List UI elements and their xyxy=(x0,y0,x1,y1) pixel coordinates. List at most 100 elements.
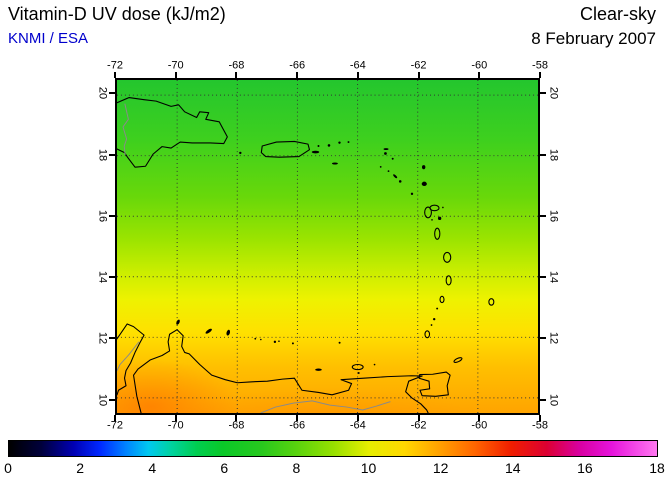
colombia-venezuela-border xyxy=(117,341,140,371)
guajira-maracaibo-coastline xyxy=(117,323,145,396)
colorbar-tick-label: 2 xyxy=(76,460,85,476)
island-dot xyxy=(384,152,387,155)
colorbar-gradient xyxy=(9,441,657,456)
island-dot xyxy=(226,329,231,336)
colorbar-tick-label: 18 xyxy=(649,460,665,476)
axis-tick xyxy=(540,398,546,401)
island-dot xyxy=(331,162,338,165)
margarita-coastline xyxy=(351,363,364,371)
island-dot xyxy=(391,157,394,160)
island-dot xyxy=(273,340,277,344)
island-dot xyxy=(387,170,390,172)
island-dot xyxy=(347,141,350,144)
island-dot xyxy=(383,148,389,150)
lon-tick-label-top: -72 xyxy=(107,59,123,72)
map-plot-area xyxy=(115,78,540,415)
grid-lines xyxy=(117,80,538,413)
colorbar-tick-label: 10 xyxy=(360,460,377,476)
lon-tick-label-bottom: -70 xyxy=(167,419,184,432)
axis-tick xyxy=(417,72,420,78)
axis-tick xyxy=(109,398,115,401)
island-dot xyxy=(291,342,294,345)
axis-tick xyxy=(109,337,115,340)
axis-tick xyxy=(540,276,546,279)
island-dot xyxy=(373,363,376,366)
lon-tick-label-bottom: -58 xyxy=(532,419,548,432)
axis-tick xyxy=(540,153,546,156)
small-islands xyxy=(176,141,444,374)
guadeloupe-grande-terre-coastline xyxy=(429,204,440,212)
lat-tick-label-right: 20 xyxy=(547,87,560,100)
tobago-coastline xyxy=(453,357,463,363)
lon-tick-label-top: -62 xyxy=(410,59,427,72)
island-dot xyxy=(437,216,442,221)
island-dot xyxy=(436,307,439,310)
lon-tick-label-bottom: -64 xyxy=(349,419,366,432)
st-vincent-coastline xyxy=(439,295,445,304)
island-dot xyxy=(315,368,322,371)
island-dot xyxy=(379,165,382,168)
island-dot xyxy=(410,192,414,196)
lon-tick-label-top: -66 xyxy=(289,59,306,72)
sky-condition-label: Clear-sky xyxy=(579,4,656,24)
island-dot xyxy=(430,324,433,326)
uv-dose-hotspots xyxy=(117,80,538,413)
island-dot xyxy=(239,151,242,155)
axis-tick xyxy=(296,72,299,78)
axis-tick xyxy=(109,92,115,95)
lat-tick-label-right: 16 xyxy=(547,209,560,222)
lon-tick-label-bottom: -62 xyxy=(410,419,427,432)
lon-tick-label-top: -70 xyxy=(167,59,184,72)
island-dot xyxy=(431,219,433,221)
hispaniola-coastline xyxy=(117,97,228,168)
axis-tick xyxy=(235,72,238,78)
haiti-dr-border xyxy=(122,103,129,156)
axis-tick xyxy=(114,415,116,421)
river-border-line xyxy=(260,400,391,413)
lat-tick-label-left: 14 xyxy=(96,271,109,284)
axis-tick xyxy=(539,415,541,421)
axis-tick xyxy=(356,72,359,78)
colorbar-tick-label: 6 xyxy=(220,460,229,476)
axis-tick xyxy=(109,153,115,156)
island-dot xyxy=(278,340,280,342)
lon-tick-label-bottom: -68 xyxy=(228,419,245,432)
axis-tick xyxy=(540,92,546,95)
axis-tick xyxy=(109,214,115,217)
axis-tick xyxy=(540,214,546,217)
island-dot xyxy=(357,371,360,374)
data-source-label: KNMI / ESA xyxy=(8,30,89,47)
lon-tick-label-top: -68 xyxy=(228,59,245,72)
lat-tick-label-left: 16 xyxy=(96,209,109,222)
puerto-rico-coastline xyxy=(260,140,311,158)
barbados-coastline xyxy=(488,298,495,306)
country-borders xyxy=(117,103,391,413)
martinique-coastline xyxy=(443,251,452,263)
axis-tick xyxy=(540,337,546,340)
map-date-label: 8 February 2007 xyxy=(531,29,656,48)
island-dot xyxy=(205,328,212,334)
coastlines xyxy=(117,97,495,413)
uv-dose-field xyxy=(117,80,538,413)
colorbar-tick-label: 12 xyxy=(432,460,449,476)
lat-tick-label-left: 20 xyxy=(96,87,109,100)
lat-tick-label-left: 18 xyxy=(96,148,109,161)
island-dot xyxy=(176,319,180,325)
island-dot xyxy=(442,206,444,209)
lat-tick-label-right: 12 xyxy=(547,332,560,345)
island-dot xyxy=(317,145,320,147)
axis-tick xyxy=(478,72,481,78)
axis-tick xyxy=(417,415,420,421)
dominica-coastline xyxy=(434,227,441,240)
st-lucia-coastline xyxy=(445,275,452,286)
island-dot xyxy=(393,174,398,179)
axis-tick xyxy=(478,415,481,421)
island-dot xyxy=(311,150,320,154)
colorbar-tick-label: 14 xyxy=(504,460,521,476)
lat-tick-label-right: 10 xyxy=(547,393,560,406)
lat-tick-label-left: 12 xyxy=(96,332,109,345)
lon-tick-label-bottom: -72 xyxy=(107,419,123,432)
island-dot xyxy=(254,337,257,340)
colorbar-tick-label: 0 xyxy=(4,460,12,476)
